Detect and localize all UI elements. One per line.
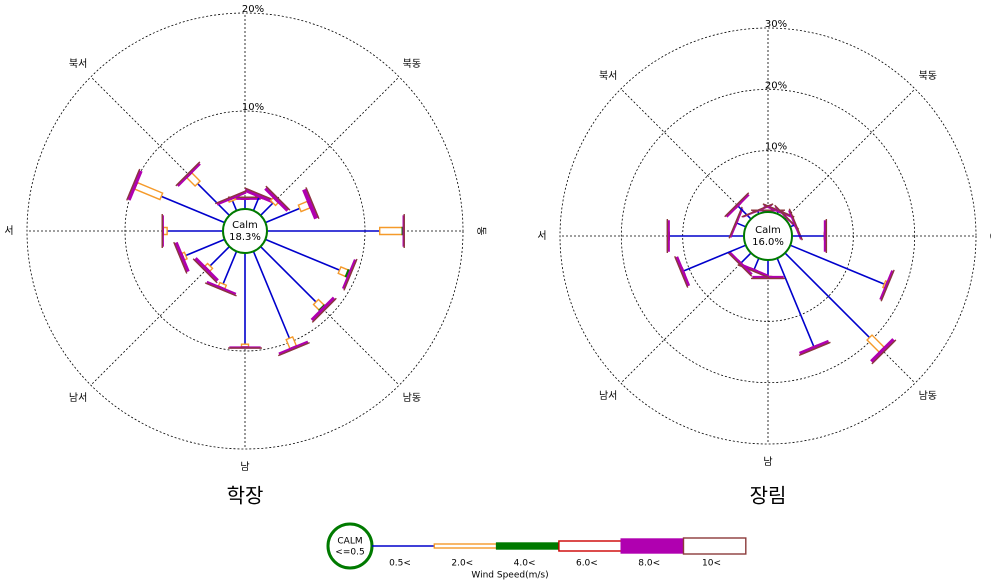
calm-value: 16.0% bbox=[752, 237, 784, 248]
petal-segment bbox=[728, 206, 743, 239]
legend-label: 2.0< bbox=[451, 559, 473, 569]
direction-label: 남 bbox=[763, 456, 772, 468]
petal-segment bbox=[209, 245, 231, 267]
petal-segment bbox=[259, 202, 274, 217]
ring-label: 20% bbox=[242, 4, 264, 15]
legend-swatch bbox=[620, 538, 685, 554]
spoke bbox=[784, 88, 916, 220]
petal-segment bbox=[222, 251, 238, 285]
legend-swatch bbox=[495, 542, 560, 550]
petal-segment bbox=[126, 168, 141, 201]
direction-label: 북동 bbox=[403, 58, 421, 70]
petal-segment bbox=[265, 238, 340, 271]
direction-label: 북서 bbox=[69, 58, 87, 70]
petal-segment bbox=[252, 196, 260, 211]
calm-circle bbox=[222, 208, 268, 254]
petal-segment bbox=[244, 187, 277, 202]
spoke bbox=[260, 76, 400, 216]
ring-label: 10% bbox=[242, 102, 264, 113]
petal-segment bbox=[379, 226, 403, 236]
direction-label: 남서 bbox=[599, 390, 617, 402]
ring-label: 10% bbox=[765, 142, 787, 153]
petal-segment bbox=[789, 244, 885, 285]
spoke bbox=[784, 252, 916, 384]
legend-label: 4.0< bbox=[514, 559, 536, 569]
ring bbox=[620, 88, 916, 384]
spoke bbox=[620, 88, 752, 220]
spoke bbox=[620, 252, 752, 384]
legend-label: 10< bbox=[702, 559, 721, 569]
ring-label: 30% bbox=[765, 19, 787, 30]
petal-segment bbox=[784, 252, 871, 339]
ring bbox=[26, 12, 464, 450]
petal-segment bbox=[277, 341, 310, 357]
calm-label: Calm bbox=[232, 220, 258, 231]
petal-segment bbox=[736, 222, 747, 228]
petal-segment bbox=[740, 252, 752, 264]
petal-segment bbox=[727, 251, 753, 277]
legend-title: Wind Speed(m/s) bbox=[471, 571, 548, 581]
direction-label: 남동 bbox=[403, 392, 421, 404]
petal-segment bbox=[674, 255, 689, 288]
petal-segment bbox=[798, 341, 831, 356]
direction-label: 동 bbox=[475, 226, 487, 235]
petal-segment bbox=[311, 297, 337, 323]
petal-segment bbox=[133, 181, 164, 201]
ring-label: 20% bbox=[765, 80, 787, 91]
petal-segment bbox=[788, 208, 803, 241]
legend-swatch bbox=[682, 537, 747, 555]
legend-calm-threshold: <=0.5 bbox=[335, 548, 364, 558]
direction-label: 서 bbox=[537, 230, 546, 242]
petal-segment bbox=[214, 189, 247, 205]
petal-segment bbox=[762, 203, 795, 218]
legend-swatch bbox=[558, 540, 622, 552]
petal-segment bbox=[737, 205, 752, 220]
direction-label: 남동 bbox=[919, 390, 937, 402]
legend-swatch bbox=[433, 543, 498, 549]
petal-segment bbox=[265, 185, 291, 211]
petal-segment bbox=[774, 204, 800, 230]
petal-segment bbox=[737, 264, 770, 279]
ring bbox=[559, 27, 977, 445]
petal-segment bbox=[173, 241, 188, 274]
direction-label: 남 bbox=[240, 461, 249, 473]
petal-segment bbox=[741, 203, 774, 218]
legend-label: 0.5< bbox=[389, 559, 411, 569]
petal-segment bbox=[160, 195, 225, 224]
petal-segment bbox=[259, 245, 317, 303]
direction-label: 동 bbox=[988, 231, 991, 240]
petal-segment bbox=[305, 187, 320, 220]
petal-segment bbox=[252, 251, 291, 339]
petal-segment bbox=[175, 161, 201, 187]
petal-segment bbox=[197, 183, 231, 217]
petal-segment bbox=[185, 238, 225, 257]
legend-calm-label: CALM bbox=[337, 537, 362, 547]
direction-label: 서 bbox=[4, 225, 13, 237]
petal-segment bbox=[265, 207, 301, 224]
calm-value: 18.3% bbox=[229, 232, 261, 243]
petal-segment bbox=[880, 269, 895, 302]
calm-circle bbox=[743, 211, 793, 261]
petal-segment bbox=[776, 257, 815, 347]
petal-segment bbox=[683, 244, 747, 272]
legend-label: 8.0< bbox=[638, 559, 660, 569]
direction-label: 북동 bbox=[919, 70, 937, 82]
ring bbox=[682, 150, 854, 322]
direction-label: 남서 bbox=[69, 392, 87, 404]
petal-segment bbox=[192, 258, 218, 284]
direction-label: 북서 bbox=[599, 70, 617, 82]
petal-segment bbox=[753, 257, 760, 270]
chart-title: 학장 bbox=[227, 484, 264, 508]
petal-segment bbox=[343, 258, 358, 291]
petal-segment bbox=[871, 339, 897, 365]
petal-segment bbox=[231, 200, 238, 211]
legend-label: 6.0< bbox=[576, 559, 598, 569]
petal-segment bbox=[204, 282, 237, 297]
calm-label: Calm bbox=[755, 225, 781, 236]
chart-title: 장림 bbox=[750, 484, 787, 508]
petal-segment bbox=[724, 192, 750, 218]
